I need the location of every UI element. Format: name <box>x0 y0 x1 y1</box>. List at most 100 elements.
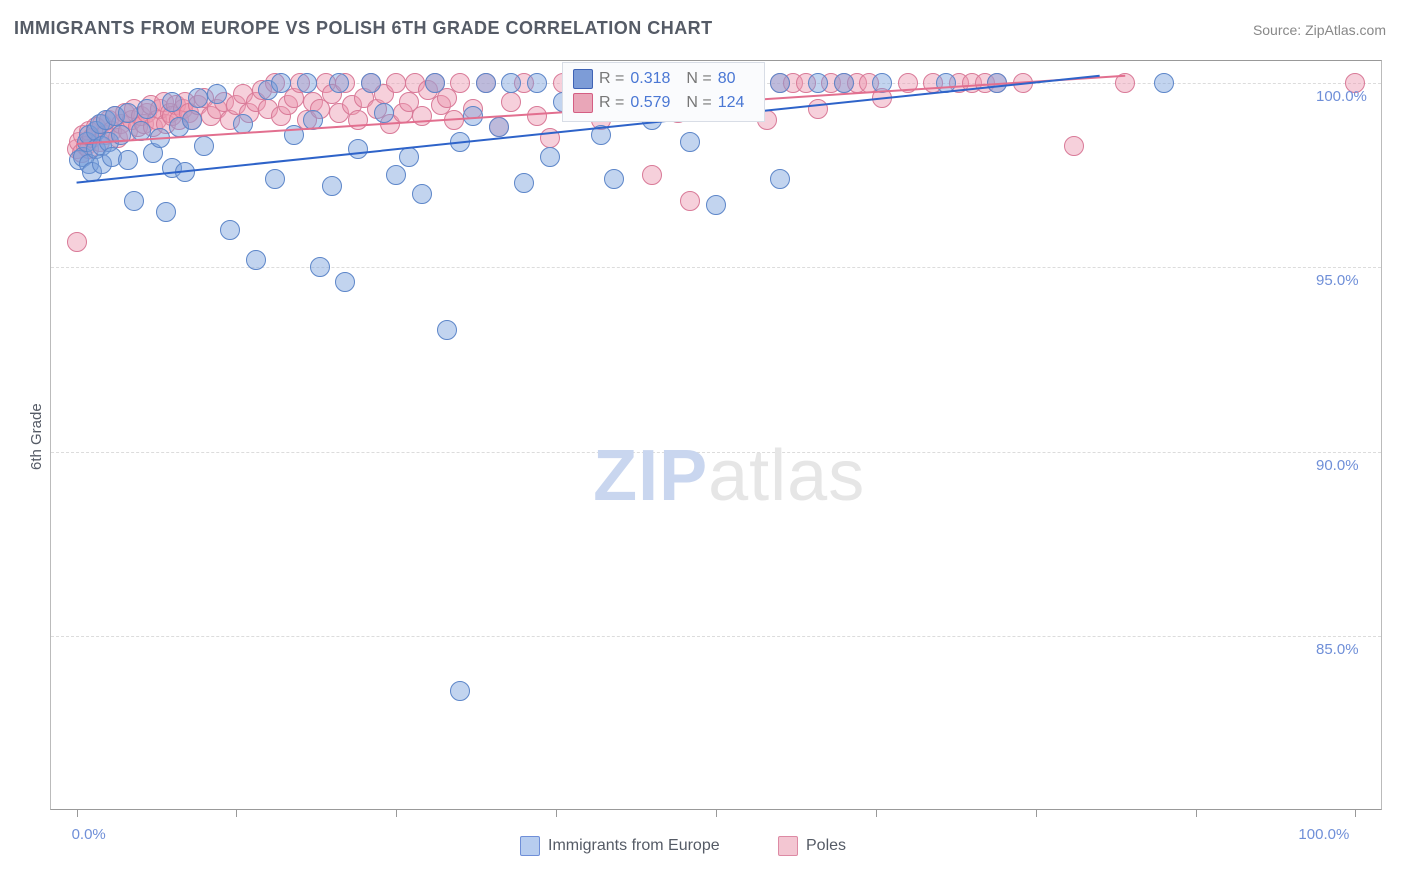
immigrants-europe-point <box>987 73 1007 93</box>
stats-n-value: 124 <box>718 91 745 115</box>
ytick-label: 85.0% <box>1316 641 1359 658</box>
immigrants-europe-point <box>175 162 195 182</box>
immigrants-europe-point <box>188 88 208 108</box>
immigrants-europe-point <box>322 176 342 196</box>
source-attribution: Source: ZipAtlas.com <box>1253 22 1386 38</box>
ytick-label: 95.0% <box>1316 272 1359 289</box>
immigrants-europe-point <box>118 150 138 170</box>
immigrants-europe-point <box>156 202 176 222</box>
immigrants-europe-point <box>284 125 304 145</box>
xtick-label: 0.0% <box>72 826 106 843</box>
watermark-atlas: atlas <box>708 436 865 516</box>
immigrants-europe-point <box>194 136 214 156</box>
chart-title: IMMIGRANTS FROM EUROPE VS POLISH 6TH GRA… <box>14 18 713 39</box>
xtick <box>396 809 397 817</box>
y-axis-label: 6th Grade <box>28 403 45 470</box>
stats-r-label: R = <box>599 91 624 115</box>
xtick <box>236 809 237 817</box>
poles-point <box>1115 73 1135 93</box>
immigrants-europe-point <box>706 195 726 215</box>
watermark-zip: ZIP <box>593 436 708 516</box>
immigrants-europe-point <box>604 169 624 189</box>
xtick <box>1196 809 1197 817</box>
immigrants-europe-point <box>437 320 457 340</box>
immigrants-europe-point <box>1154 73 1174 93</box>
xtick <box>77 809 78 817</box>
trend-lines <box>51 61 1381 809</box>
immigrants-europe-point <box>220 220 240 240</box>
immigrants-europe-point <box>463 106 483 126</box>
poles-point <box>412 106 432 126</box>
immigrants-europe-point <box>591 125 611 145</box>
immigrants-europe-point <box>540 147 560 167</box>
stats-r-label: R = <box>599 67 624 91</box>
stats-swatch-icon <box>573 69 593 89</box>
immigrants-europe-point <box>265 169 285 189</box>
immigrants-europe-point <box>680 132 700 152</box>
immigrants-europe-point <box>150 128 170 148</box>
immigrants-europe-point <box>834 73 854 93</box>
stats-n-label: N = <box>686 67 711 91</box>
stats-r-value: 0.579 <box>630 91 670 115</box>
xtick <box>556 809 557 817</box>
poles-point <box>898 73 918 93</box>
immigrants-europe-point <box>374 103 394 123</box>
watermark: ZIPatlas <box>593 435 865 517</box>
immigrants-europe-point <box>297 73 317 93</box>
immigrants-europe-point <box>124 191 144 211</box>
immigrants-europe-point <box>335 272 355 292</box>
xtick <box>876 809 877 817</box>
correlation-stats-box: R = 0.318 N = 80 R = 0.579 N = 124 <box>562 62 765 122</box>
immigrants-europe-point <box>386 165 406 185</box>
immigrants-europe-point <box>207 84 227 104</box>
immigrants-europe-point <box>399 147 419 167</box>
immigrants-europe-point <box>131 121 151 141</box>
poles-point <box>1013 73 1033 93</box>
poles-point <box>67 232 87 252</box>
immigrants-europe-point <box>182 110 202 130</box>
poles-point <box>444 110 464 130</box>
legend-swatch-icon <box>520 836 540 856</box>
poles-point <box>501 92 521 112</box>
immigrants-europe-point <box>137 99 157 119</box>
legend-label: Immigrants from Europe <box>548 837 720 855</box>
plot-area: ZIPatlas <box>50 60 1382 810</box>
poles-point <box>808 99 828 119</box>
poles-point <box>680 191 700 211</box>
immigrants-europe-point <box>514 173 534 193</box>
immigrants-europe-point <box>162 92 182 112</box>
poles-point <box>1064 136 1084 156</box>
stats-swatch-icon <box>573 93 593 113</box>
immigrants-europe-point <box>808 73 828 93</box>
immigrants-europe-point <box>450 681 470 701</box>
poles-point <box>527 106 547 126</box>
immigrants-europe-point <box>348 139 368 159</box>
immigrants-europe-point <box>450 132 470 152</box>
immigrants-europe-point <box>476 73 496 93</box>
poles-point <box>642 165 662 185</box>
gridline <box>51 636 1381 637</box>
immigrants-europe-point <box>936 73 956 93</box>
poles-point <box>450 73 470 93</box>
stats-row: R = 0.579 N = 124 <box>573 91 754 115</box>
ytick-label: 100.0% <box>1316 88 1367 105</box>
immigrants-europe-point <box>489 117 509 137</box>
immigrants-europe-point <box>527 73 547 93</box>
immigrants-europe-point <box>246 250 266 270</box>
immigrants-europe-point <box>303 110 323 130</box>
legend-item: Immigrants from Europe <box>520 836 720 856</box>
immigrants-europe-point <box>233 114 253 134</box>
ytick-label: 90.0% <box>1316 457 1359 474</box>
poles-point <box>540 128 560 148</box>
xtick-label: 100.0% <box>1298 826 1349 843</box>
immigrants-europe-point <box>329 73 349 93</box>
immigrants-europe-point <box>501 73 521 93</box>
immigrants-europe-point <box>361 73 381 93</box>
immigrants-europe-point <box>111 125 131 145</box>
immigrants-europe-point <box>412 184 432 204</box>
immigrants-europe-point <box>271 73 291 93</box>
immigrants-europe-point <box>425 73 445 93</box>
source-link[interactable]: ZipAtlas.com <box>1305 22 1386 38</box>
immigrants-europe-point <box>770 169 790 189</box>
xtick <box>1036 809 1037 817</box>
